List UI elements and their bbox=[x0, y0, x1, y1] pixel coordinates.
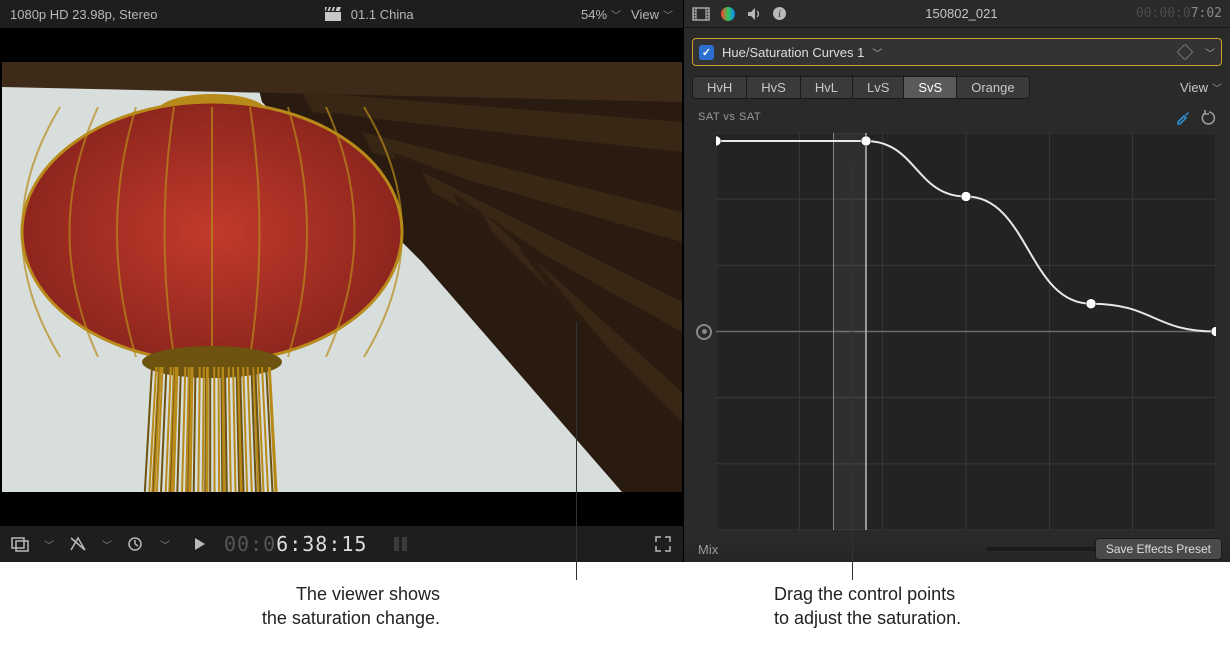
audio-inspector-tab-icon[interactable] bbox=[746, 7, 762, 21]
inspector-tc-dim: 00:00:0 bbox=[1136, 6, 1191, 21]
audio-meter-icon[interactable] bbox=[391, 535, 411, 553]
viewer-view-label: View bbox=[631, 7, 659, 22]
effect-enabled-checkbox[interactable]: ✓ bbox=[699, 45, 714, 60]
info-inspector-tab-icon[interactable]: i bbox=[772, 6, 787, 21]
save-preset-button[interactable]: Save Effects Preset bbox=[1095, 538, 1222, 560]
callout-text: to adjust the saturation. bbox=[774, 606, 1054, 630]
retime-menu-icon[interactable] bbox=[126, 536, 146, 552]
curve-control-point[interactable] bbox=[1086, 299, 1096, 309]
chevron-down-icon: ﹀ bbox=[44, 537, 54, 552]
effect-header[interactable]: ✓ Hue/Saturation Curves 1 ﹀ ﹀ bbox=[692, 38, 1222, 66]
mix-row: Mix 1.0 Save Effects Preset bbox=[684, 536, 1230, 562]
viewer-zoom-menu[interactable]: 54% ﹀ bbox=[581, 7, 621, 22]
viewer-clip-name: 01.1 China bbox=[351, 7, 414, 22]
curve-editor[interactable]: SAT vs SAT bbox=[692, 107, 1222, 536]
callout-text: Drag the control points bbox=[774, 582, 1054, 606]
curve-tab-hvl[interactable]: HvL bbox=[801, 77, 853, 98]
inspector-timecode: 00:00:07:02 bbox=[1136, 6, 1222, 21]
viewer-scene bbox=[2, 62, 682, 492]
callout-left: The viewer shows the saturation change. bbox=[210, 582, 440, 631]
callout-right: Drag the control points to adjust the sa… bbox=[774, 582, 1054, 631]
inspector-tc-main: 7:02 bbox=[1191, 6, 1222, 21]
curve-tab-orange[interactable]: Orange bbox=[957, 77, 1028, 98]
viewer-top-bar: 1080p HD 23.98p, Stereo 01.1 China 54% ﹀… bbox=[0, 0, 683, 28]
inspector-top-bar: i 150802_021 00:00:07:02 bbox=[684, 0, 1230, 28]
color-inspector-tab-icon[interactable] bbox=[720, 6, 736, 22]
reset-icon[interactable] bbox=[1201, 110, 1216, 125]
viewer-canvas[interactable] bbox=[0, 28, 683, 526]
inspector-clip-name: 150802_021 bbox=[925, 6, 997, 21]
chevron-down-icon: ﹀ bbox=[663, 7, 673, 22]
viewer-bottom-bar: ﹀ ﹀ ﹀ 00:06:38:15 bbox=[0, 526, 683, 562]
inspector-panel: i 150802_021 00:00:07:02 ✓ Hue/Saturatio… bbox=[684, 0, 1230, 562]
clapperboard-icon bbox=[325, 7, 341, 21]
viewer-panel: 1080p HD 23.98p, Stereo 01.1 China 54% ﹀… bbox=[0, 0, 684, 562]
chevron-down-icon: ﹀ bbox=[160, 537, 170, 552]
chevron-down-icon: ﹀ bbox=[872, 45, 882, 60]
timecode-dim: 00:0 bbox=[224, 532, 276, 556]
curve-tab-svs[interactable]: SvS bbox=[904, 77, 957, 98]
callout-line bbox=[576, 322, 577, 580]
chevron-down-icon: ﹀ bbox=[1212, 80, 1222, 95]
chevron-down-icon: ﹀ bbox=[611, 7, 621, 22]
curve-grid[interactable] bbox=[716, 133, 1216, 530]
chevron-down-icon[interactable]: ﹀ bbox=[1205, 45, 1215, 60]
keyframe-icon[interactable] bbox=[1177, 44, 1194, 61]
curve-tools bbox=[1175, 109, 1216, 125]
curve-tab-hvs[interactable]: HvS bbox=[747, 77, 801, 98]
viewer-view-menu[interactable]: View ﹀ bbox=[631, 7, 673, 22]
curve-tab-hvh[interactable]: HvH bbox=[693, 77, 747, 98]
viewer-zoom-value: 54% bbox=[581, 7, 607, 22]
curve-control-point[interactable] bbox=[961, 192, 971, 202]
callout-text: The viewer shows bbox=[210, 582, 440, 606]
zero-axis-marker bbox=[696, 324, 712, 340]
callout-text: the saturation change. bbox=[210, 606, 440, 630]
viewer-timecode: 00:06:38:15 bbox=[224, 532, 367, 556]
curve-tab-bar: HvHHvSHvLLvSSvSOrange View ﹀ bbox=[684, 74, 1230, 107]
curve-tab-lvs[interactable]: LvS bbox=[853, 77, 904, 98]
chevron-down-icon: ﹀ bbox=[102, 537, 112, 552]
svg-text:i: i bbox=[778, 9, 781, 20]
curve-tab-segmented: HvHHvSHvLLvSSvSOrange bbox=[692, 76, 1030, 99]
inspector-view-menu[interactable]: View ﹀ bbox=[1180, 80, 1222, 95]
color-correction-icon[interactable] bbox=[68, 536, 88, 552]
eyedropper-icon[interactable] bbox=[1175, 109, 1191, 125]
mix-label: Mix bbox=[698, 542, 718, 557]
video-inspector-tab-icon[interactable] bbox=[692, 7, 710, 21]
callout-line bbox=[852, 162, 853, 580]
curve-control-point[interactable] bbox=[861, 136, 871, 146]
timecode-main: 6:38:15 bbox=[276, 532, 367, 556]
curve-title: SAT vs SAT bbox=[698, 111, 761, 123]
effect-name: Hue/Saturation Curves 1 bbox=[722, 45, 864, 60]
fullscreen-icon[interactable] bbox=[653, 536, 673, 552]
viewer-format-label: 1080p HD 23.98p, Stereo bbox=[10, 7, 157, 22]
transform-menu-icon[interactable] bbox=[10, 536, 30, 552]
inspector-view-label: View bbox=[1180, 80, 1208, 95]
play-icon[interactable] bbox=[190, 537, 210, 551]
